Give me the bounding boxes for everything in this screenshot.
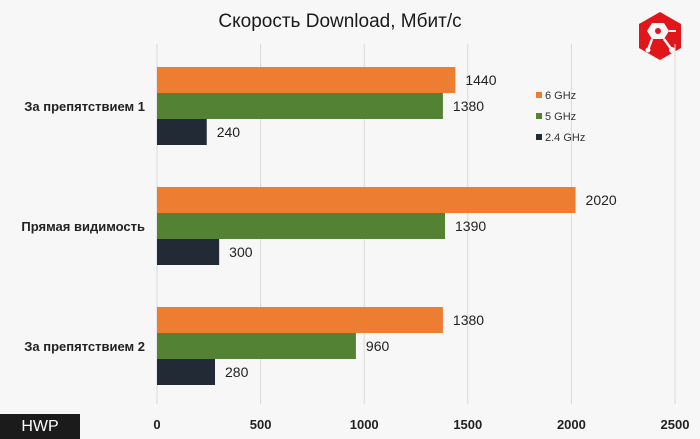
data-label: 1380	[453, 98, 484, 114]
bar-5-ghz	[157, 93, 443, 119]
x-tick-label: 1500	[453, 417, 482, 432]
x-tick-label: 2000	[557, 417, 586, 432]
x-tick-label: 2500	[661, 417, 690, 432]
x-axis: 0 500 1000 1500 2000 2500	[153, 417, 689, 432]
legend: 6 GHz 5 GHz 2.4 GHz	[536, 90, 585, 144]
legend-label: 2.4 GHz	[545, 132, 585, 144]
circuit-hexagon-logo-icon	[639, 12, 681, 60]
bar-6-ghz	[157, 67, 456, 93]
data-label: 1440	[465, 72, 496, 88]
bar-6-ghz	[157, 187, 576, 213]
legend-label: 5 GHz	[545, 111, 576, 123]
bar-5-ghz	[157, 213, 446, 239]
data-label: 960	[366, 338, 390, 354]
data-label: 240	[217, 124, 241, 140]
data-label: 1380	[453, 312, 484, 328]
bar-5-ghz	[157, 333, 356, 359]
legend-swatch	[536, 113, 542, 119]
x-tick-label: 1000	[350, 417, 379, 432]
x-tick-label: 0	[153, 417, 160, 432]
legend-label: 6 GHz	[545, 90, 576, 102]
category-label: Прямая видимость	[21, 219, 145, 234]
bar-6-ghz	[157, 307, 443, 333]
data-label: 1390	[455, 218, 486, 234]
bar-2-4-ghz	[157, 119, 207, 145]
chart-title: Скорость Download, Мбит/с	[218, 11, 461, 32]
category-label: За препятствием 2	[24, 339, 145, 354]
bars: За препятствием 1 1440 1380 240 Прямая видим…	[21, 67, 617, 385]
data-label: 300	[229, 244, 253, 260]
data-label: 280	[225, 364, 249, 380]
brand-label: HWP	[0, 414, 80, 439]
legend-swatch	[536, 92, 542, 98]
bar-2-4-ghz	[157, 359, 216, 385]
legend-swatch	[536, 134, 542, 140]
x-tick-label: 500	[250, 417, 272, 432]
data-label: 2020	[586, 192, 617, 208]
bar-2-4-ghz	[157, 239, 220, 265]
category-label: За препятствием 1	[24, 99, 145, 114]
